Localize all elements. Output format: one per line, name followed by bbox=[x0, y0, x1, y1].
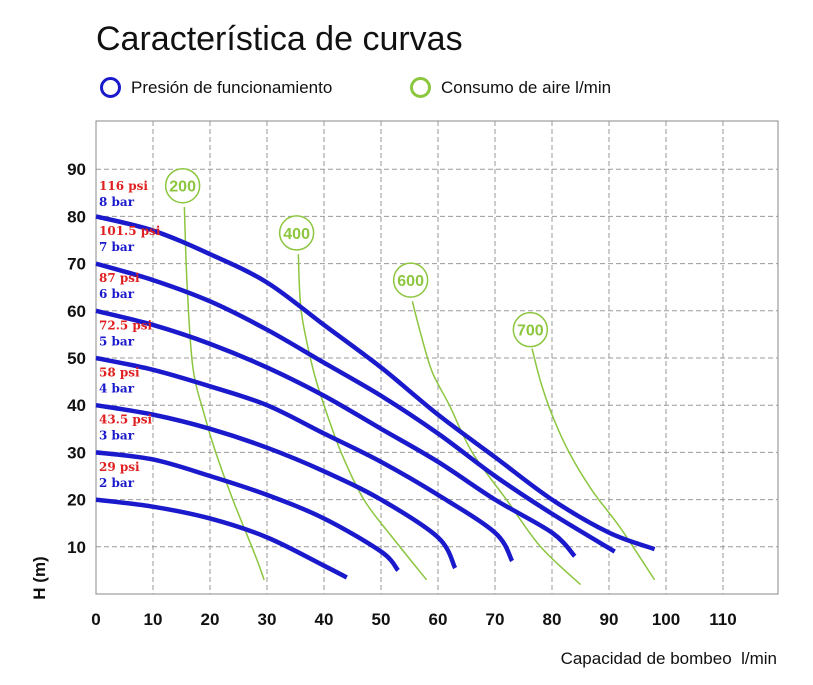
x-tick-label: 110 bbox=[709, 610, 736, 629]
psi-label: 116 psi bbox=[99, 179, 148, 193]
y-axis: 10 20 30 40 50 60 70 80 90 bbox=[67, 160, 86, 557]
x-tick-label: 30 bbox=[258, 610, 277, 629]
bar-label: 2 bar bbox=[99, 476, 135, 490]
y-tick-label: 70 bbox=[67, 255, 86, 274]
air-consumption-line bbox=[411, 301, 582, 586]
air-consumption-marker bbox=[392, 262, 429, 298]
pressure-curve bbox=[95, 214, 656, 552]
air-consumption-marker bbox=[278, 215, 315, 251]
bar-label: 6 bar bbox=[99, 287, 135, 301]
y-tick-label: 10 bbox=[67, 538, 86, 557]
y-tick-label: 50 bbox=[67, 349, 86, 368]
psi-label: 87 psi bbox=[99, 271, 140, 285]
legend-circle-icon bbox=[410, 77, 431, 98]
x-tick-label: 80 bbox=[543, 610, 562, 629]
x-tick-label: 40 bbox=[315, 610, 334, 629]
legend-item-pressure: Presión de funcionamiento bbox=[100, 77, 332, 98]
air-consumption-label: 700 bbox=[517, 323, 544, 340]
psi-label: 43.5 psi bbox=[99, 413, 153, 427]
air-consumption-label: 200 bbox=[169, 179, 196, 196]
air-consumption-line bbox=[297, 254, 428, 581]
pressure-curve bbox=[95, 355, 515, 563]
chart-title: Característica de curvas bbox=[96, 20, 463, 58]
x-tick-label: 0 bbox=[91, 610, 100, 629]
y-tick-label: 60 bbox=[67, 302, 86, 321]
pressure-curve bbox=[95, 402, 458, 570]
x-tick-label: 20 bbox=[201, 610, 220, 629]
y-tick-label: 20 bbox=[67, 491, 86, 510]
grid bbox=[96, 121, 778, 594]
x-tick-label: 50 bbox=[372, 610, 391, 629]
pressure-curve bbox=[95, 261, 616, 554]
bar-label: 3 bar bbox=[99, 429, 135, 443]
y-axis-label: H (m) bbox=[30, 556, 49, 599]
air-consumption-marker bbox=[512, 311, 549, 348]
pressure-curve bbox=[95, 308, 577, 558]
air-consumption-label: 600 bbox=[397, 273, 424, 290]
y-tick-label: 90 bbox=[67, 160, 86, 179]
x-tick-label: 10 bbox=[144, 610, 163, 629]
legend-label-air: Consumo de aire l/min bbox=[441, 77, 612, 97]
bar-label: 8 bar bbox=[99, 195, 135, 209]
x-tick-label: 60 bbox=[429, 610, 448, 629]
air-consumption-label: 400 bbox=[283, 226, 310, 243]
x-axis: 0 10 20 30 40 50 60 70 80 90 100 110 bbox=[91, 610, 736, 629]
pressure-curves bbox=[95, 214, 656, 580]
y-tick-label: 40 bbox=[67, 396, 86, 415]
x-tick-label: 100 bbox=[652, 610, 680, 629]
y-tick-label: 30 bbox=[67, 443, 86, 462]
pressure-curve bbox=[95, 497, 348, 580]
x-tick-label: 70 bbox=[486, 610, 505, 629]
air-consumption-marker bbox=[164, 167, 201, 204]
legend-item-air: Consumo de aire l/min bbox=[410, 77, 611, 98]
pressure-labels: 116 psi 8 bar 101.5 psi 7 bar 87 psi 6 bar 72.… bbox=[99, 179, 161, 490]
air-consumption-curves: 200 400 600 700 bbox=[164, 167, 656, 586]
legend-label-pressure: Presión de funcionamiento bbox=[131, 77, 333, 97]
air-consumption-line bbox=[531, 348, 656, 581]
x-tick-label: 90 bbox=[600, 610, 619, 629]
pressure-curve bbox=[95, 450, 400, 572]
psi-label: 72.5 psi bbox=[99, 318, 153, 332]
x-axis-label: Capacidad de bombeo l/min bbox=[561, 649, 777, 668]
bar-label: 4 bar bbox=[99, 381, 135, 395]
bar-label: 5 bar bbox=[99, 334, 135, 348]
psi-label: 101.5 psi bbox=[99, 224, 161, 238]
psi-label: 58 psi bbox=[99, 365, 140, 379]
legend-circle-icon bbox=[100, 77, 121, 98]
bar-label: 7 bar bbox=[99, 240, 135, 254]
y-tick-label: 80 bbox=[67, 207, 86, 226]
psi-label: 29 psi bbox=[99, 460, 140, 474]
